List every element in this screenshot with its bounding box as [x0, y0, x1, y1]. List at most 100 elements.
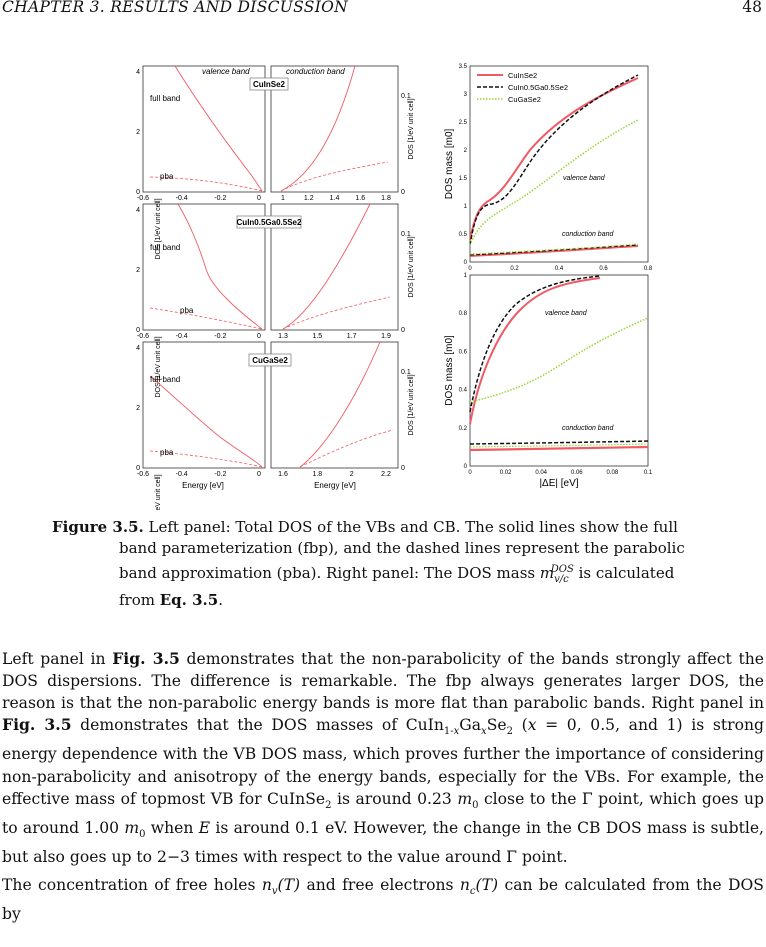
y-tick-left: 2	[136, 405, 140, 412]
chapter-title: CHAPTER 3. RESULTS AND DISCUSSION	[2, 0, 349, 16]
body-text: Left panel in Fig. 3.5 demonstrates that…	[2, 648, 764, 931]
top-cuinse2-cb	[469, 245, 639, 257]
vb-frame	[142, 203, 266, 331]
y-tick-right: 0.1	[401, 93, 411, 100]
caption-label: Figure 3.5.	[52, 518, 144, 536]
top-cugase2-vb	[469, 119, 639, 246]
x-axis-label-cb: Energy [eV]	[314, 481, 356, 490]
material-label: CuGaSe2	[252, 356, 288, 365]
dos-mass-bottom-panel: 0 0.2 0.4 0.6 0.8 1 0 0.02 0.04 0.06 0.08 0.1 DOS ma…	[444, 273, 653, 489]
top-y-tick: 1.5	[459, 176, 468, 182]
top-y-tick: 3.5	[459, 64, 468, 70]
top-y-tick: 2	[464, 148, 468, 154]
material-box	[236, 215, 302, 229]
y-axis-label-right: DOS [1/eV unit cell]	[408, 374, 415, 435]
x-tick-cb: 1.9	[381, 333, 391, 340]
top-vb-label: valence band	[563, 175, 606, 182]
caption-line-2: band parameterization (fbp), and the das…	[119, 539, 685, 557]
bottom-y-label: DOS mass [m0]	[444, 335, 455, 406]
page-number: 48	[742, 0, 762, 16]
y-tick-left: 4	[136, 207, 140, 214]
caption-line-4: from Eq. 3.5.	[119, 591, 223, 609]
cb-frame	[270, 203, 399, 331]
bottom-cuinse2-vb	[469, 277, 601, 425]
top-mixed-cb	[469, 244, 639, 256]
top-y-tick: 0	[464, 260, 468, 266]
cb-pba-curve	[282, 296, 391, 330]
bottom-y-tick: 0.4	[459, 388, 468, 394]
x-tick-vb: -0.6	[137, 471, 149, 478]
top-y-tick: 3	[464, 92, 468, 98]
bottom-cugase2-cb	[469, 443, 649, 448]
x-tick-cb: 1.3	[278, 333, 288, 340]
vb-full-band-curve	[174, 65, 263, 192]
x-tick-vb: 0	[257, 471, 261, 478]
bottom-cb-label: conduction band	[562, 425, 614, 432]
y-axis-label-left: DOS [1/eV unit cell]	[155, 198, 162, 259]
cb-full-band-curve	[282, 203, 371, 330]
y-tick-left: 4	[136, 69, 140, 76]
legend-label: CuInSe2	[508, 71, 537, 80]
cb-pba-curve	[280, 161, 389, 192]
x-tick-vb: 0	[257, 333, 261, 340]
x-tick-vb: 0	[257, 195, 261, 202]
pba-label: pba	[180, 306, 194, 315]
cb-frame	[270, 65, 399, 193]
paragraph-1: Left panel in Fig. 3.5 demonstrates that…	[2, 649, 765, 867]
vb-pba-curve	[149, 307, 263, 330]
bottom-cuinse2-cb	[469, 445, 649, 452]
top-x-tick: 0.8	[644, 266, 653, 272]
vb-frame	[142, 65, 266, 193]
y-tick-right: 0	[401, 189, 405, 196]
top-x-tick: 0.6	[599, 266, 608, 272]
y-tick-left: 2	[136, 267, 140, 274]
y-tick-right: 0	[401, 327, 405, 334]
bottom-x-tick: 0.1	[644, 470, 653, 476]
top-mixed-vb	[469, 74, 639, 246]
top-cugase2-cb	[469, 243, 639, 255]
y-tick-right: 0.1	[401, 369, 411, 376]
x-axis-label-vb: Energy [eV]	[182, 481, 224, 490]
x-tick-vb: -0.2	[214, 333, 226, 340]
y-tick-right: 0.1	[401, 231, 411, 238]
x-tick-cb: 1.7	[347, 333, 357, 340]
caption-line-1: Left panel: Total DOS of the VBs and CB.…	[143, 518, 678, 536]
full-band-label: full band	[150, 94, 180, 103]
x-tick-cb: 1.2	[304, 195, 314, 202]
bottom-y-tick: 0	[464, 464, 468, 470]
x-tick-cb: 1.4	[330, 195, 340, 202]
bottom-mixed-cb	[469, 440, 649, 445]
x-tick-vb: -0.6	[137, 195, 149, 202]
x-tick-vb: -0.4	[176, 471, 188, 478]
figure-caption: Figure 3.5. Left panel: Total DOS of the…	[52, 517, 718, 611]
top-y-tick: 2.5	[459, 120, 468, 126]
top-x-tick: 0.4	[555, 266, 564, 272]
x-tick-cb: 1.8	[312, 471, 322, 478]
cb-pba-curve	[299, 429, 394, 468]
bottom-x-label: |ΔE| [eV]	[539, 478, 578, 489]
material-label: CuInSe2	[253, 80, 286, 89]
left-dos-panel: 0 2 4 0 0.1 -0.6 -0.4 -0.2 0 1 1.2 1.4 1.6 1.8 full ba…	[136, 65, 415, 510]
dos-panel-0: 0 2 4 0 0.1 -0.6 -0.4 -0.2 0 1 1.2 1.4 1.6 1.8 full ba…	[136, 65, 415, 260]
y-axis-label-right: DOS [1/eV unit cell]	[408, 98, 415, 159]
y-tick-left: 0	[136, 465, 140, 472]
top-frame	[469, 65, 649, 263]
bottom-mixed-vb	[469, 275, 601, 413]
x-tick-vb: -0.2	[214, 471, 226, 478]
bottom-x-tick: 0.08	[607, 470, 619, 476]
cb-full-band-curve	[299, 341, 381, 468]
pba-label: pba	[160, 448, 174, 457]
right-dos-mass-panel: 0 0.5 1 1.5 2 2.5 3 3.5 0 0.2 0.4 0.6 0.8 DOS mass [m…	[444, 64, 653, 489]
legend-label: CuGaSe2	[508, 95, 541, 104]
y-tick-left: 0	[136, 327, 140, 334]
bottom-x-tick: 0.06	[571, 470, 583, 476]
x-tick-cb: 1	[281, 195, 285, 202]
top-x-tick: 0.2	[510, 266, 519, 272]
bottom-vb-label: valence band	[545, 310, 588, 317]
vb-label: valence band	[202, 67, 250, 76]
x-tick-cb: 2.2	[381, 471, 391, 478]
top-y-tick: 0.5	[459, 232, 468, 238]
paragraph-2: The concentration of free holes nv(T) an…	[2, 876, 764, 924]
vb-pba-curve	[149, 176, 263, 192]
